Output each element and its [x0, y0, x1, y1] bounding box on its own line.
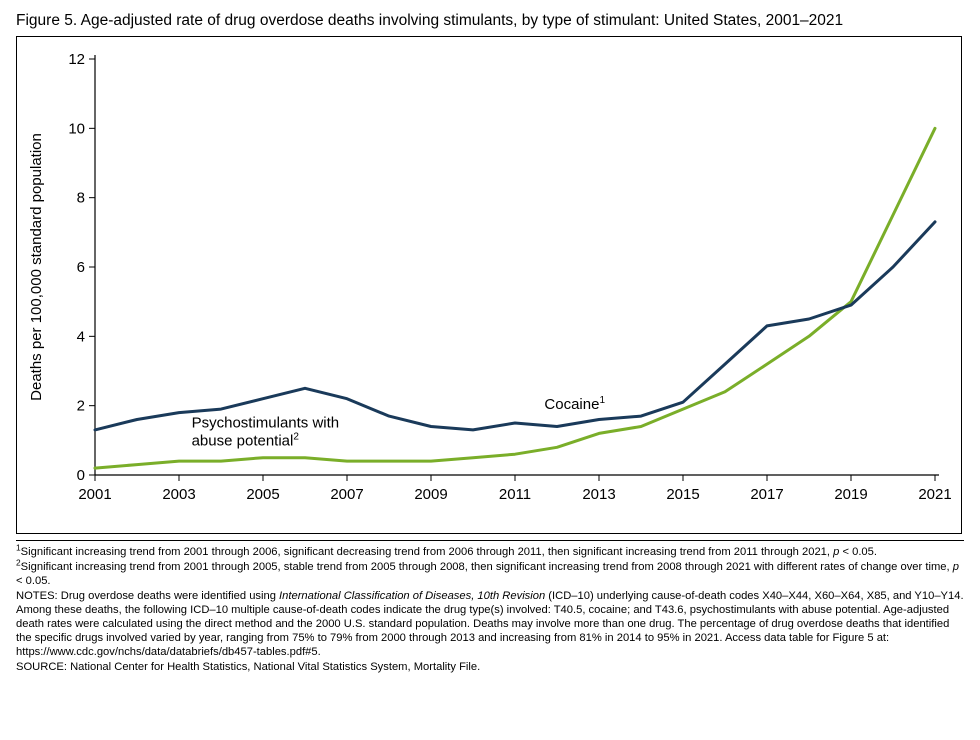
line-chart: 0 2 4 6 8 10 12 2001 2003 2005 2007 2009 2011 2013 201…	[17, 37, 961, 533]
footnote-1: 1Significant increasing trend from 2001 …	[16, 545, 964, 559]
svg-text:Deaths per 100,000 standard po: Deaths per 100,000 standard population	[28, 133, 45, 401]
svg-text:2015: 2015	[666, 486, 699, 503]
series-label-psychostimulants-line1: Psychostimulants with	[192, 415, 340, 432]
series-label-psychostimulants-line2: abuse potential2	[192, 432, 300, 450]
svg-text:2: 2	[77, 398, 85, 415]
svg-text:2007: 2007	[330, 486, 363, 503]
svg-text:2001: 2001	[78, 486, 111, 503]
svg-text:4: 4	[77, 328, 85, 345]
page-root: Figure 5. Age-adjusted rate of drug over…	[0, 0, 980, 740]
svg-text:2009: 2009	[414, 486, 447, 503]
svg-text:10: 10	[68, 120, 85, 137]
figure-title: Figure 5. Age-adjusted rate of drug over…	[16, 12, 964, 30]
svg-text:8: 8	[77, 190, 85, 207]
svg-text:0: 0	[77, 467, 85, 484]
svg-text:12: 12	[68, 51, 85, 68]
footnote-notes: NOTES: Drug overdose deaths were identif…	[16, 589, 964, 659]
chart-frame: 0 2 4 6 8 10 12 2001 2003 2005 2007 2009 2011 2013 201…	[16, 36, 962, 534]
svg-text:2005: 2005	[246, 486, 279, 503]
svg-text:2021: 2021	[918, 486, 951, 503]
svg-text:6: 6	[77, 259, 85, 276]
svg-text:2003: 2003	[162, 486, 195, 503]
footnote-source: SOURCE: National Center for Health Stati…	[16, 660, 964, 674]
svg-text:2019: 2019	[834, 486, 867, 503]
svg-text:2017: 2017	[750, 486, 783, 503]
separator-rule	[16, 540, 964, 541]
svg-text:2011: 2011	[499, 486, 531, 503]
footnotes-block: 1Significant increasing trend from 2001 …	[16, 545, 964, 674]
footnote-2: 2Significant increasing trend from 2001 …	[16, 560, 964, 588]
series-label-cocaine: Cocaine1	[544, 395, 605, 413]
svg-text:2013: 2013	[582, 486, 615, 503]
